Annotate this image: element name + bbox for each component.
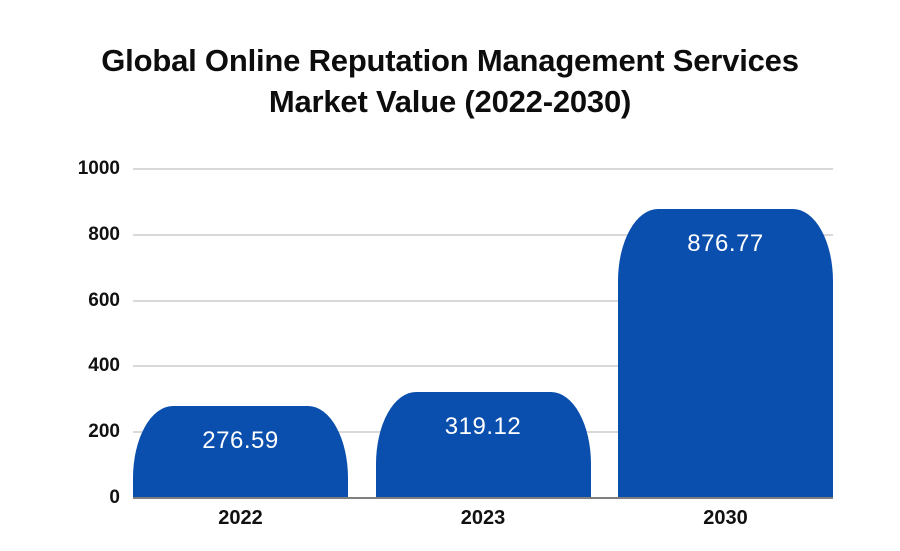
x-tick-label-2023: 2023 — [460, 507, 506, 529]
y-tick-label-1000: 1000 — [77, 158, 120, 179]
y-tick-label-600: 600 — [88, 289, 120, 311]
gridline-400 — [133, 365, 833, 368]
bar-2022: 276.59 — [133, 406, 348, 497]
y-tick-label-0: 0 — [109, 487, 120, 508]
chart-title-line2: Market Value (2022-2030) — [268, 84, 632, 119]
chart-title: Global Online Reputation Management Serv… — [0, 40, 900, 122]
x-axis-line — [133, 497, 833, 499]
bar-2030: 876.77 — [618, 208, 833, 497]
bar-value-label-2023: 319.12 — [444, 413, 522, 440]
y-axis: 0 200 400 600 800 1000 — [0, 158, 120, 508]
x-tick-label-2022: 2022 — [218, 507, 263, 529]
y-tick-label-800: 800 — [88, 223, 120, 245]
x-tick-label-2030: 2030 — [703, 507, 748, 529]
chart-title-line1: Global Online Reputation Management Serv… — [101, 43, 799, 78]
gridline-600 — [133, 299, 833, 302]
y-tick-label-400: 400 — [88, 355, 120, 377]
y-tick-label-200: 200 — [88, 421, 120, 443]
gridline-1000 — [133, 168, 833, 170]
plot-area: 276.59 2022 319.12 2023 876.77 2030 — [133, 168, 833, 529]
bar-value-label-2030: 876.77 — [687, 229, 764, 257]
bar-2023: 319.12 — [375, 392, 591, 497]
bar-value-label-2022: 276.59 — [202, 427, 279, 454]
gridline-800 — [133, 233, 833, 236]
